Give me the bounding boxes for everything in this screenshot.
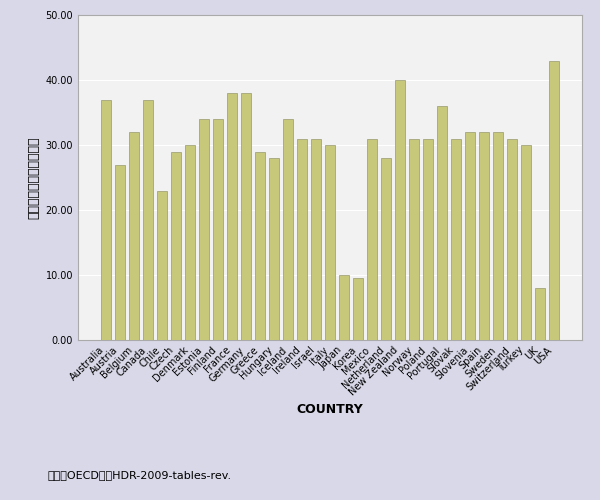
Bar — [283, 119, 293, 340]
Bar — [185, 145, 196, 340]
Bar — [311, 138, 321, 340]
Bar — [381, 158, 391, 340]
Text: 出典：OECD，　HDR-2009-tables-rev.: 出典：OECD， HDR-2009-tables-rev. — [48, 470, 232, 480]
Bar — [157, 190, 167, 340]
Y-axis label: 女性管理職割合の平均値: 女性管理職割合の平均値 — [27, 136, 40, 219]
Bar — [255, 152, 265, 340]
Bar — [479, 132, 489, 340]
Bar — [464, 132, 475, 340]
Bar — [115, 164, 125, 340]
Bar — [339, 275, 349, 340]
Bar — [227, 93, 238, 340]
Bar — [297, 138, 307, 340]
Bar — [422, 138, 433, 340]
Bar — [269, 158, 279, 340]
Bar — [353, 278, 363, 340]
Bar — [451, 138, 461, 340]
Bar — [213, 119, 223, 340]
Bar — [101, 100, 112, 340]
Bar — [493, 132, 503, 340]
Bar — [506, 138, 517, 340]
Bar — [325, 145, 335, 340]
Bar — [171, 152, 181, 340]
Bar — [535, 288, 545, 340]
Bar — [367, 138, 377, 340]
Bar — [199, 119, 209, 340]
Bar — [129, 132, 139, 340]
Bar — [241, 93, 251, 340]
Bar — [548, 60, 559, 340]
Bar — [395, 80, 405, 340]
Bar — [521, 145, 531, 340]
Bar — [437, 106, 447, 340]
Bar — [143, 100, 154, 340]
Bar — [409, 138, 419, 340]
X-axis label: COUNTRY: COUNTRY — [296, 403, 364, 416]
